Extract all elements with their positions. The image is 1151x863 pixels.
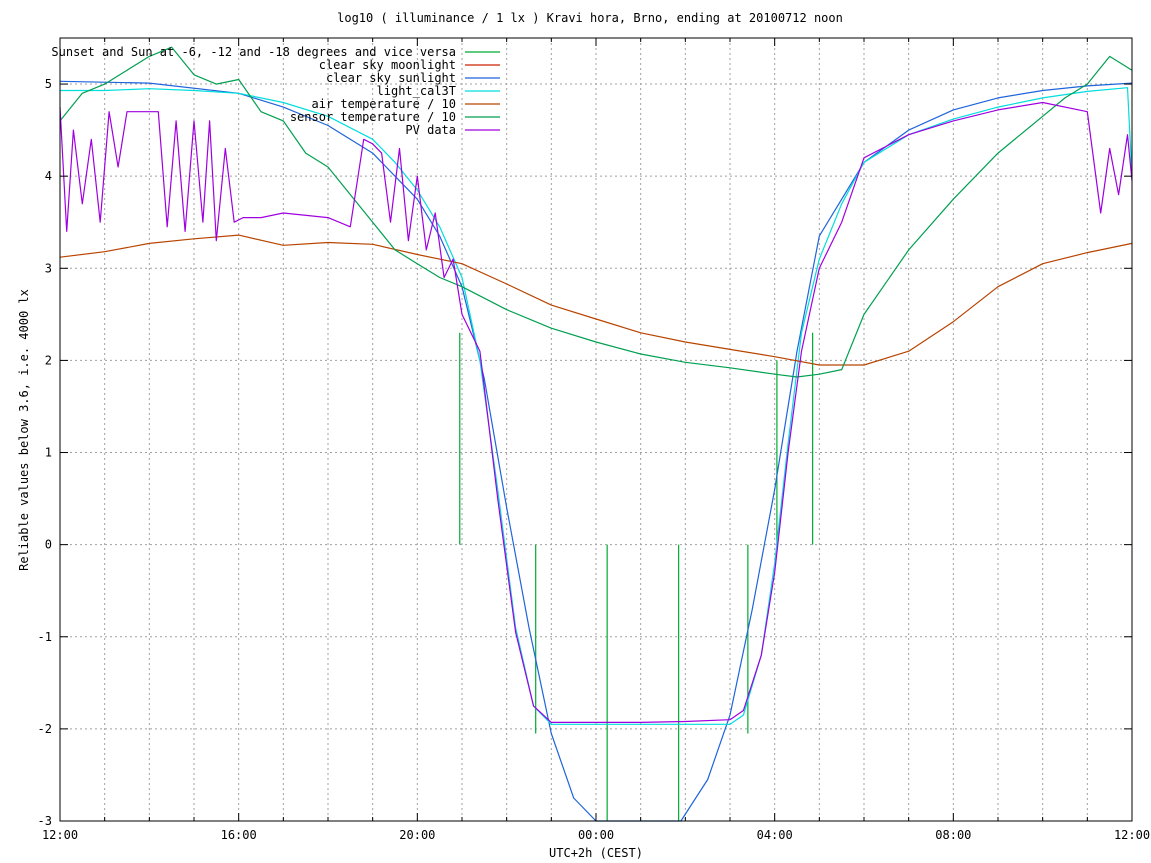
y-tick-label: 0: [45, 538, 52, 552]
x-tick-label: 08:00: [935, 828, 971, 842]
legend-label: air temperature / 10: [312, 97, 457, 111]
legend-label: PV data: [405, 123, 456, 137]
series-4: [59, 234, 1133, 366]
y-tick-label: 3: [45, 261, 52, 275]
x-tick-label: 16:00: [221, 828, 257, 842]
x-axis-label: UTC+2h (CEST): [549, 846, 643, 860]
legend-label: light_cal3T: [377, 84, 456, 98]
x-tick-label: 12:00: [1114, 828, 1150, 842]
x-tick-label: 20:00: [399, 828, 435, 842]
legend-label: clear sky sunlight: [326, 71, 456, 85]
y-tick-label: 1: [45, 446, 52, 460]
x-tick-label: 12:00: [42, 828, 78, 842]
legend-label: sensor temperature / 10: [290, 110, 456, 124]
series-line: [59, 234, 1133, 366]
grid: [60, 38, 1132, 821]
y-axis-label: Reliable values below 3.6, i.e. 4000 lx: [17, 289, 31, 571]
legend-label: Sunset and Sun at -6, -12 and -18 degree…: [51, 45, 456, 59]
y-tick-label: 2: [45, 353, 52, 367]
y-tick-label: -3: [38, 814, 52, 828]
x-tick-label: 00:00: [578, 828, 614, 842]
y-tick-label: 4: [45, 169, 52, 183]
x-tick-label: 04:00: [757, 828, 793, 842]
series-5: [59, 46, 1133, 378]
series-6: [59, 101, 1133, 724]
legend: Sunset and Sun at -6, -12 and -18 degree…: [51, 45, 500, 137]
series-line: [59, 101, 1133, 724]
y-tick-label: 5: [45, 77, 52, 91]
chart-title: log10 ( illuminance / 1 lx ) Kravi hora,…: [337, 11, 843, 25]
legend-label: clear sky moonlight: [319, 58, 456, 72]
series-layer: [59, 46, 1133, 822]
y-tick-label: -1: [38, 630, 52, 644]
y-tick-label: -2: [38, 722, 52, 736]
series-0: [459, 332, 814, 821]
series-line: [59, 46, 1133, 378]
ticks: 12:00 16:00 20:00 00:00 04:00 08:00 12:00-3-2-…: [38, 38, 1150, 842]
